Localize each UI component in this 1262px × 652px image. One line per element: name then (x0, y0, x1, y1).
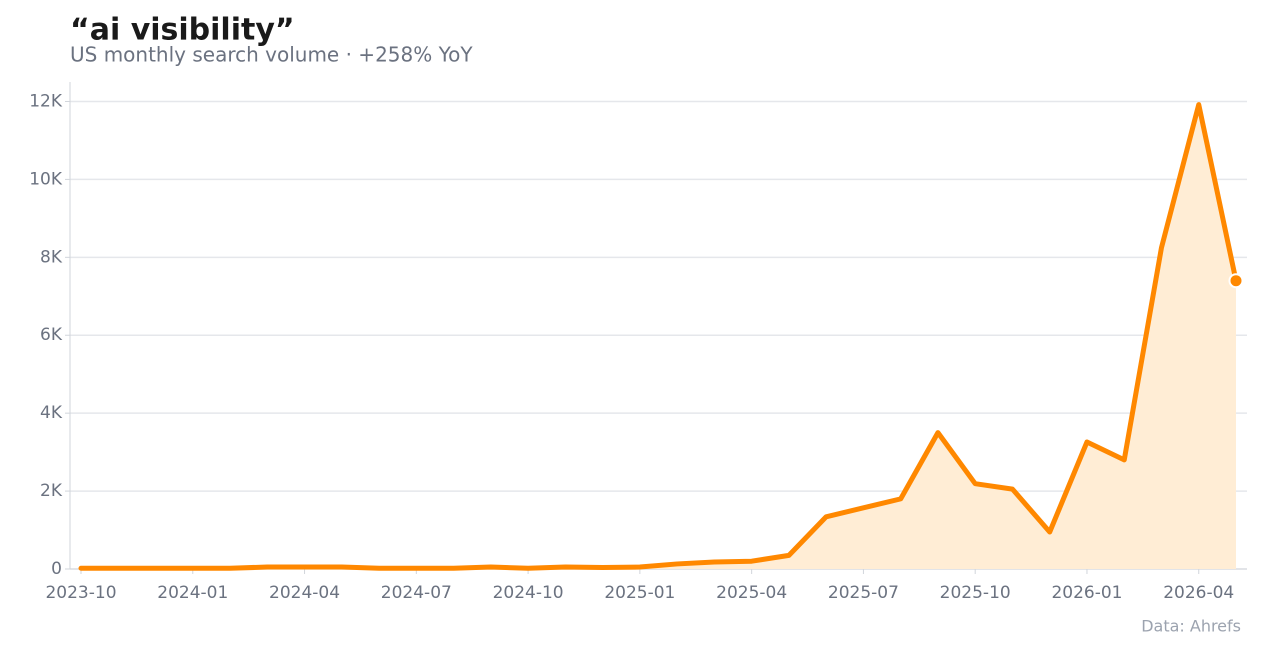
x-tick-label: 2024-10 (493, 583, 564, 603)
x-tick-label: 2025-04 (716, 583, 787, 603)
y-tick-label: 10K (29, 169, 63, 189)
line (78, 102, 1239, 571)
x-tick-label: 2023-10 (45, 583, 116, 603)
x-tick-label: 2026-04 (1163, 583, 1234, 603)
area (81, 104, 1236, 569)
chart-title: “ai visibility” (70, 13, 295, 48)
y-tick-label: 4K (40, 403, 63, 423)
source-note: Data: Ahrefs (1141, 617, 1241, 636)
y-tick-label: 12K (29, 91, 63, 111)
x-tick-label: 2025-10 (940, 583, 1011, 603)
x-tick-label: 2026-01 (1051, 583, 1122, 603)
end-point (1228, 273, 1244, 289)
x-tick-label: 2025-01 (604, 583, 675, 603)
x-tick-label: 2024-01 (157, 583, 228, 603)
y-tick-label: 2K (40, 481, 63, 501)
y-tick-label: 6K (40, 325, 63, 345)
chart-subtitle: US monthly search volume · +258% YoY (70, 43, 473, 67)
y-tick-label: 8K (40, 247, 63, 267)
y-tick-label: 0 (51, 559, 62, 579)
x-tick-label: 2024-07 (381, 583, 452, 603)
x-tick-label: 2024-04 (269, 583, 340, 603)
x-tick-label: 2025-07 (828, 583, 899, 603)
